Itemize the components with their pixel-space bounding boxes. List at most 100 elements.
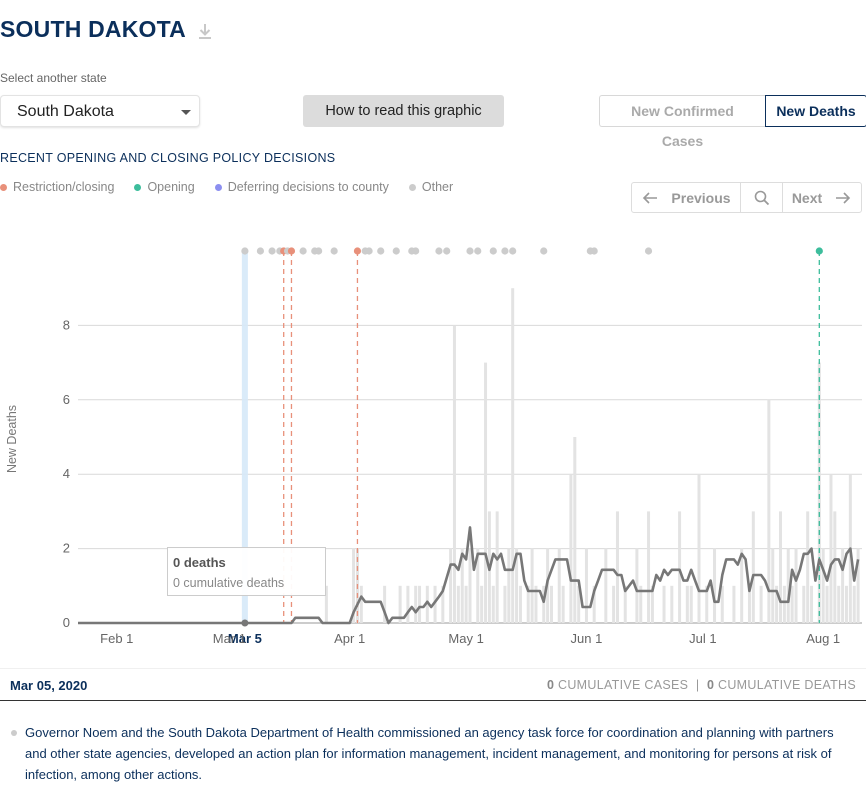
bar bbox=[759, 585, 763, 623]
bar bbox=[782, 585, 786, 623]
bar bbox=[433, 585, 437, 623]
legend-dot bbox=[408, 183, 416, 191]
bar bbox=[825, 585, 829, 623]
policy-event-dot bbox=[590, 247, 598, 255]
highlight-band bbox=[241, 251, 248, 623]
bar bbox=[383, 585, 387, 623]
next-label: Next bbox=[791, 189, 823, 206]
bar bbox=[452, 325, 456, 623]
bar bbox=[550, 585, 554, 623]
chart-average-line bbox=[78, 526, 860, 627]
policy-event-dot bbox=[443, 247, 451, 255]
bar bbox=[441, 585, 445, 623]
y-tick-label: 6 bbox=[63, 392, 70, 407]
tooltip-title: 0 deaths bbox=[173, 555, 226, 570]
x-tick-label: Aug 1 bbox=[806, 631, 840, 646]
how-to-read-button[interactable]: How to read this graphic bbox=[303, 95, 504, 127]
search-button[interactable] bbox=[741, 183, 783, 212]
state-select[interactable]: South Dakota bbox=[0, 95, 200, 127]
average-line bbox=[78, 526, 860, 625]
bar bbox=[480, 585, 484, 623]
cumulative-deaths-value: 0 bbox=[706, 678, 715, 692]
bar bbox=[476, 548, 480, 623]
policy-event-dot bbox=[501, 247, 509, 255]
bar bbox=[511, 288, 515, 623]
policy-event-dot bbox=[241, 247, 249, 255]
policy-event-dot bbox=[330, 247, 338, 255]
policy-event-dot bbox=[353, 247, 362, 255]
bar bbox=[495, 511, 499, 623]
bar bbox=[841, 548, 845, 623]
previous-button[interactable]: Previous bbox=[632, 183, 741, 212]
bar bbox=[829, 474, 833, 623]
bar bbox=[751, 511, 755, 623]
policy-event-dot bbox=[299, 247, 307, 255]
bar bbox=[503, 585, 507, 623]
legend-dot bbox=[0, 183, 7, 191]
bar bbox=[790, 585, 794, 623]
bar bbox=[464, 585, 468, 623]
bar bbox=[810, 585, 814, 623]
policy-event-dot bbox=[412, 247, 420, 255]
bar bbox=[771, 548, 775, 623]
cumulative-summary: 0 CUMULATIVE CASES | 0 CUMULATIVE DEATHS bbox=[546, 678, 856, 692]
download-icon[interactable] bbox=[195, 22, 215, 42]
policy-event-dot bbox=[315, 247, 323, 255]
bar bbox=[647, 511, 651, 623]
bar bbox=[689, 585, 693, 623]
bar bbox=[747, 585, 751, 623]
legend-label: Restriction/closing bbox=[13, 180, 115, 194]
bar bbox=[720, 585, 724, 623]
bar bbox=[515, 548, 519, 623]
tooltip-subtitle: 0 cumulative deaths bbox=[173, 576, 285, 590]
cumulative-deaths-label: CUMULATIVE DEATHS bbox=[718, 678, 856, 692]
legend-dot bbox=[134, 183, 142, 191]
bar bbox=[852, 585, 856, 623]
selected-date-bar: Mar 05, 2020 0 CUMULATIVE CASES | 0 CUMU… bbox=[0, 668, 866, 701]
x-tick-label: Apr 1 bbox=[334, 631, 365, 646]
bar bbox=[639, 585, 643, 623]
bar bbox=[592, 585, 596, 623]
y-axis-label: New Deaths bbox=[5, 405, 19, 473]
state-select-label: Select another state bbox=[0, 71, 107, 85]
policy-event-dot bbox=[392, 247, 400, 255]
bar bbox=[352, 548, 356, 623]
legend-dot bbox=[214, 183, 222, 191]
arrow-right-icon bbox=[836, 191, 851, 204]
x-tick-label: Jul 1 bbox=[689, 631, 716, 646]
policy-event-dot bbox=[644, 247, 653, 255]
previous-label: Previous bbox=[671, 189, 731, 206]
policy-event-dot bbox=[435, 247, 443, 255]
next-button[interactable]: Next bbox=[783, 183, 861, 212]
bar bbox=[806, 511, 810, 623]
new-deaths-chart[interactable]: Mar 5 0 2 4 6 8 New Deaths Feb 1 Mar 1 Apr 1 May … bbox=[0, 230, 866, 660]
policy-event-dot bbox=[287, 247, 296, 255]
legend-item-other: Other bbox=[408, 180, 453, 194]
policy-description: Governor Noem and the South Dakota Depar… bbox=[25, 725, 834, 782]
bar bbox=[635, 548, 639, 623]
bar bbox=[584, 548, 588, 623]
new-deaths-tab[interactable]: New Deaths bbox=[765, 95, 866, 127]
x-tick-label: Mar 1 bbox=[213, 631, 246, 646]
bar bbox=[561, 585, 565, 623]
chevron-down-icon bbox=[181, 110, 191, 115]
bar bbox=[678, 511, 682, 623]
bar bbox=[778, 511, 782, 623]
policy-heading: RECENT OPENING AND CLOSING POLICY DECISI… bbox=[0, 151, 336, 165]
bar bbox=[460, 548, 464, 623]
bar bbox=[573, 437, 577, 623]
selected-date: Mar 05, 2020 bbox=[10, 678, 88, 693]
bar bbox=[650, 585, 654, 623]
bar bbox=[670, 585, 674, 623]
bar bbox=[518, 585, 522, 623]
bar bbox=[794, 548, 798, 623]
bullet-icon bbox=[11, 730, 17, 736]
policy-legend: Restriction/closing Opening Deferring de… bbox=[0, 180, 473, 194]
policy-event-dot bbox=[256, 247, 265, 255]
new-confirmed-cases-tab[interactable]: New Confirmed Cases bbox=[599, 95, 765, 149]
chart-bars bbox=[324, 288, 860, 623]
arrow-left-icon bbox=[643, 191, 658, 204]
legend-label: Deferring decisions to county bbox=[227, 180, 389, 194]
bar bbox=[359, 585, 363, 623]
legend-item-restriction: Restriction/closing bbox=[0, 180, 114, 194]
